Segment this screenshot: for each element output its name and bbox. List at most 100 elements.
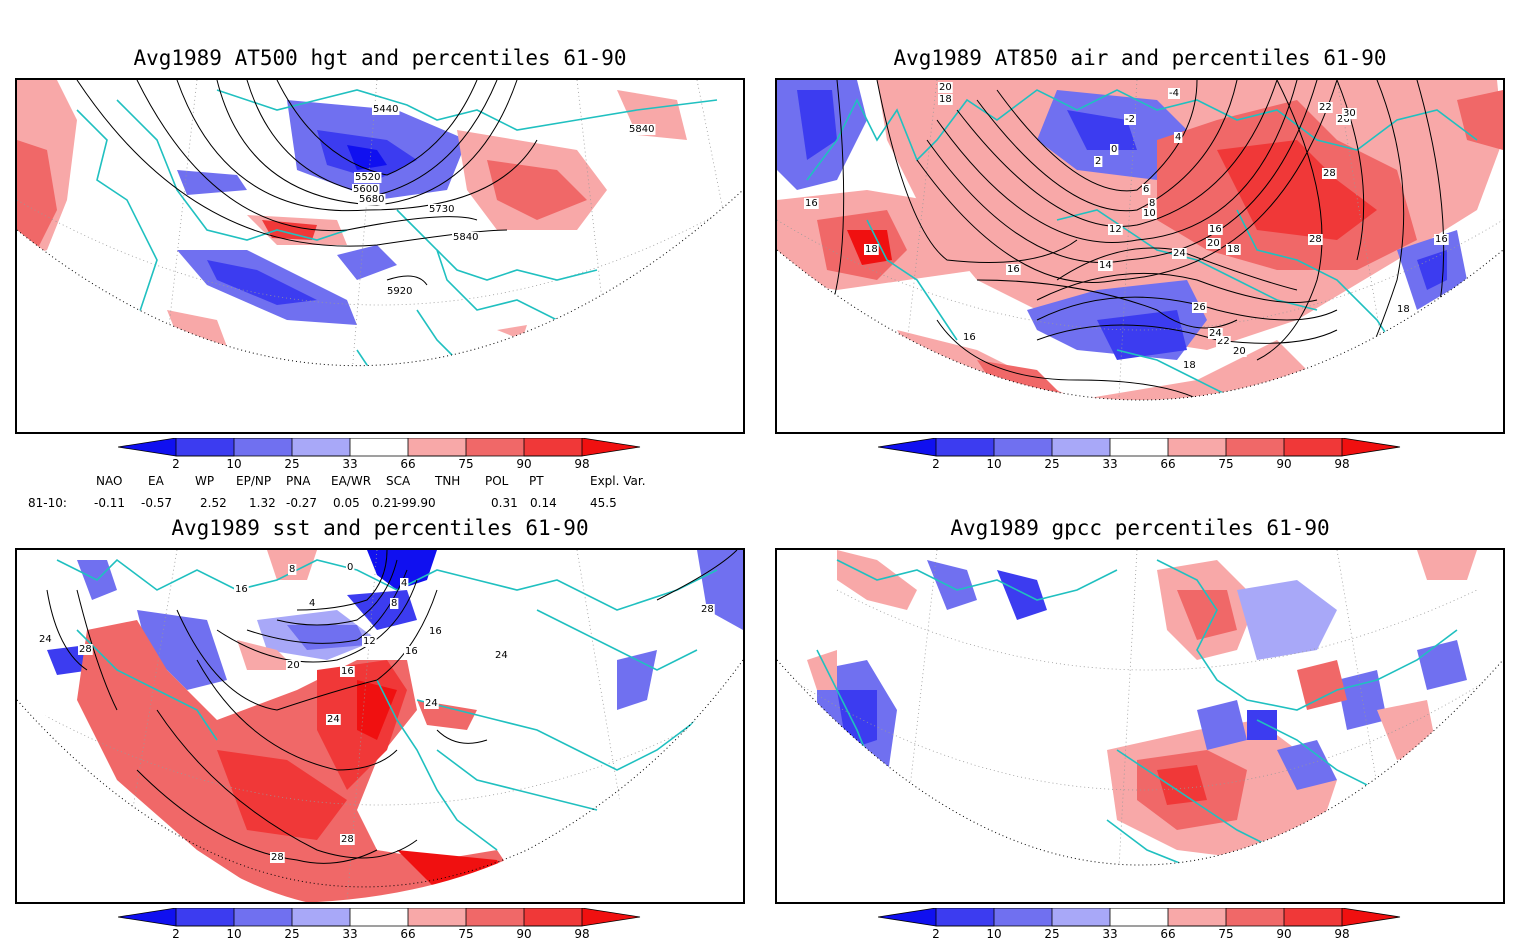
- grid-lines-gpcc: [777, 550, 1503, 902]
- index-header: PNA: [286, 474, 311, 488]
- colorbar-tick-label: 75: [458, 457, 473, 470]
- contour-label: 5840: [453, 232, 478, 243]
- contour-label: 16: [341, 666, 354, 677]
- contour-label: 28: [701, 604, 714, 615]
- contour-label-bg: [1396, 304, 1411, 315]
- contour-label: 24: [425, 698, 438, 709]
- colorbar-swatch-90-98: [1284, 438, 1342, 456]
- index-header: POL: [485, 474, 509, 488]
- colorbar-tick-label: 25: [284, 927, 299, 940]
- contour-label-bg: [288, 564, 297, 575]
- colorbar-sst: 2 10 25 33 66 75 90 98: [118, 908, 641, 940]
- contours-air850: [811, 80, 1445, 432]
- contour-label: 24: [327, 714, 340, 725]
- contour-label-bg: [234, 584, 249, 595]
- contour-label: 4: [1175, 132, 1181, 143]
- contour-label: 16: [405, 646, 418, 657]
- colorbar-swatch-90-98: [524, 438, 582, 456]
- contour-label: 4: [401, 578, 407, 589]
- contour-label-bg: [1168, 88, 1180, 99]
- colorbar-swatch-75-90: [1226, 438, 1284, 456]
- colorbar-swatch-25-33: [292, 438, 350, 456]
- colorbar-tick-label: 75: [1218, 927, 1233, 940]
- contour-label: 18: [865, 244, 878, 255]
- contour-label-bg: [864, 244, 879, 255]
- contour-label-bg: [390, 598, 399, 609]
- contour-label-bg: [700, 604, 715, 615]
- contour-label-bg: [1172, 248, 1187, 259]
- contour-label: 28: [341, 834, 354, 845]
- contour-label-bg: [962, 332, 977, 343]
- colorbar-swatch-above-98: [1342, 908, 1400, 926]
- colorbar-swatch-2-10: [176, 438, 234, 456]
- contour-label-bg: [1232, 346, 1247, 357]
- contour-label-bg: [362, 636, 377, 647]
- colorbar-swatch-75-90: [1226, 908, 1284, 926]
- index-value: -99.90: [397, 496, 436, 510]
- colorbar-swatch-90-98: [524, 908, 582, 926]
- panel-title-hgt500: Avg1989 AT500 hgt and percentiles 61-90: [133, 46, 627, 70]
- contour-labels-hgt500: 5440 5520 5600 5680 5730 5840 5840 5920: [352, 104, 656, 297]
- colorbar-swatch-2-10: [936, 438, 994, 456]
- contours-sst: [46, 550, 738, 864]
- contour-label-bg: [1208, 224, 1223, 235]
- colorbar-tick-label: 66: [400, 927, 415, 940]
- grid-lines-sst: [17, 550, 743, 902]
- contour-label: 5730: [429, 204, 454, 215]
- contour-label: 20: [1233, 346, 1246, 357]
- contour-label: 26: [1337, 114, 1350, 125]
- colorbar-swatch-10-25: [994, 438, 1052, 456]
- teleconnection-index-table: NAO EA WP EP/NP PNA EA/WR SCA TNH POL PT…: [28, 474, 708, 514]
- contour-label-bg: [1216, 336, 1231, 347]
- contour-label-bg: [346, 562, 355, 573]
- contour-label: 24: [495, 650, 508, 661]
- colorbar-tick-label: 90: [1276, 927, 1291, 940]
- contour-label-bg: [352, 184, 380, 195]
- contour-label: 30: [1343, 108, 1356, 119]
- index-value: 0.14: [530, 496, 557, 510]
- colorbar-swatch-below-2: [878, 908, 936, 926]
- index-value: -0.11: [94, 496, 126, 510]
- colorbar-swatch-66-75: [1168, 908, 1226, 926]
- colorbar-swatch-above-98: [1342, 438, 1400, 456]
- coastlines-sst: [56, 558, 718, 851]
- colorbar-tick-label: 90: [516, 457, 531, 470]
- contour-label: 16: [805, 198, 818, 209]
- colorbar-swatch-66-75: [408, 908, 466, 926]
- contour-label-bg: [428, 626, 443, 637]
- percentile-shading-sst: [47, 550, 743, 902]
- colorbar-swatch-below-2: [878, 438, 936, 456]
- index-header: WP: [195, 474, 215, 488]
- contour-label: 24: [1209, 328, 1222, 339]
- colorbar-tick-label: 66: [1160, 457, 1175, 470]
- contour-label: 24: [39, 634, 52, 645]
- contour-label-bg: [1226, 244, 1241, 255]
- contour-label: 8: [1149, 198, 1155, 209]
- contour-label: 6: [1143, 184, 1149, 195]
- contour-labels-air850: 20 18 -4 -2 0 2 4 6 8 10 12 14 16 16 16 …: [804, 82, 1449, 405]
- contour-label-bg: [628, 124, 656, 135]
- contour-label: 5440: [373, 104, 398, 115]
- colorbar-tick-label: 75: [1218, 457, 1233, 470]
- colorbar-tick-label: 2: [932, 457, 940, 470]
- colorbar-swatch-above-98: [582, 908, 640, 926]
- contour-label-bg: [38, 634, 53, 645]
- contour-label-bg: [400, 578, 409, 589]
- contour-label: 8: [391, 598, 397, 609]
- grid-lines-air850: [777, 80, 1503, 432]
- contour-label-bg: [1006, 264, 1021, 275]
- index-value: 1.32: [249, 496, 276, 510]
- contour-label: 16: [235, 584, 248, 595]
- percentile-shading-hgt500: [17, 80, 687, 360]
- colorbar-swatch-neutral: [1110, 908, 1168, 926]
- contour-label-bg: [1342, 108, 1357, 119]
- contour-label: 2: [1095, 156, 1101, 167]
- contour-label-bg: [1192, 302, 1207, 313]
- colorbar-tick-label: 10: [986, 457, 1001, 470]
- contour-label-bg: [424, 698, 439, 709]
- contour-labels-sst: 24 28 16 8 4 0 4 8 12 16 16 20 16 24 24 …: [38, 562, 715, 863]
- colorbar-swatch-2-10: [936, 908, 994, 926]
- contour-label: 10: [1143, 208, 1156, 219]
- colorbar-tick-label: 75: [458, 927, 473, 940]
- colorbar-swatch-75-90: [466, 908, 524, 926]
